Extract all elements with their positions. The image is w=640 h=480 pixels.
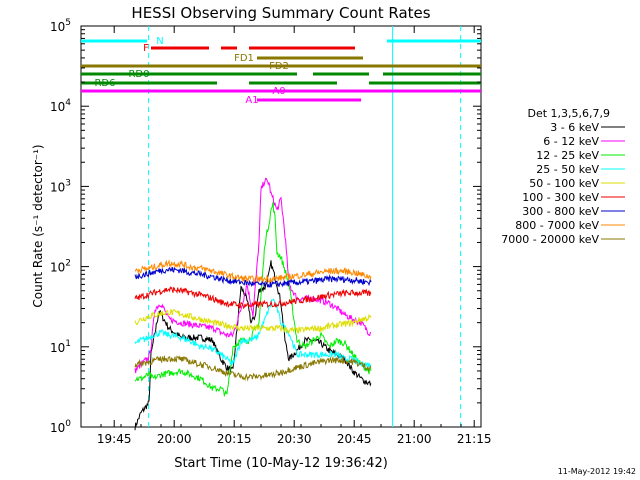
- legend-label-800-7000-kev: 800 - 7000 keV: [515, 219, 599, 232]
- y-tick-label: 103: [50, 178, 71, 194]
- flag-bar-fd2: FD2: [81, 61, 481, 72]
- legend-label-7000-20000-kev: 7000 - 20000 keV: [501, 233, 599, 246]
- legend-label-6-12-kev: 6 - 12 keV: [543, 135, 599, 148]
- series-line-800-7000-kev: [134, 259, 372, 283]
- legend-label-12-25-kev: 12 - 25 keV: [536, 149, 599, 162]
- flag-label-rd0: RD0: [128, 69, 149, 80]
- y-tick-label: 100: [50, 419, 71, 435]
- legend-title: Det 1,3,5,6,7,9: [527, 107, 610, 120]
- x-tick-label: 19:45: [97, 432, 132, 446]
- footer-date: 11-May-2012 19:42: [558, 467, 636, 476]
- y-tick-label: 105: [50, 18, 71, 34]
- x-axis-label: Start Time (10-May-12 19:36:42): [174, 456, 388, 471]
- flag-label-fd2: FD2: [269, 61, 289, 72]
- legend-label-300-800-kev: 300 - 800 keV: [522, 205, 599, 218]
- series-line-3-6-kev: [134, 260, 372, 431]
- flag-label-rd6: RD6: [94, 78, 115, 89]
- y-axis-label: Count Rate (s⁻¹ detector⁻¹): [31, 144, 45, 307]
- x-tick-label: 20:00: [157, 432, 192, 446]
- series-line-300-800-kev: [134, 266, 372, 288]
- flag-bar-rd6: RD6: [81, 78, 481, 89]
- flag-bar-a1: A1: [245, 95, 361, 106]
- legend-label-50-100-kev: 50 - 100 keV: [529, 177, 599, 190]
- observing-flags: NF FD1 FD2 RD0 RD6 A0 A1: [81, 36, 481, 106]
- x-tick-label: 21:00: [397, 432, 432, 446]
- series-line-12-25-kev: [134, 201, 372, 398]
- series-line-50-100-kev: [134, 308, 372, 334]
- flag-label-a1: A1: [245, 95, 258, 106]
- legend-label-3-6-kev: 3 - 6 keV: [550, 121, 599, 134]
- legend-label-25-50-kev: 25 - 50 keV: [536, 163, 599, 176]
- flag-bar-n: N: [81, 36, 481, 47]
- y-tick-label: 101: [50, 339, 71, 355]
- series-layer: [134, 177, 372, 431]
- series-line-100-300-kev: [134, 286, 372, 310]
- x-tick-label: 20:30: [277, 432, 312, 446]
- x-tick-label: 20:15: [217, 432, 252, 446]
- series-line-25-50-kev: [134, 298, 372, 369]
- x-tick-label: 20:45: [337, 432, 372, 446]
- y-tick-label: 102: [50, 259, 71, 275]
- time-markers: [148, 26, 462, 427]
- series-line-7000-20000-kev: [134, 355, 372, 382]
- y-tick-label: 104: [50, 98, 71, 114]
- flag-label-n: N: [156, 36, 163, 47]
- flag-bar-fd1: FD1: [234, 53, 363, 64]
- flag-label-a0: A0: [272, 86, 285, 97]
- x-tick-label: 21:15: [457, 432, 492, 446]
- series-line-6-12-kev: [134, 177, 372, 374]
- flag-label-fd1: FD1: [234, 53, 254, 64]
- flag-bar-a0: A0: [81, 86, 481, 97]
- flag-label-f: F: [143, 43, 149, 54]
- flag-bar-f: F: [143, 43, 355, 54]
- legend-label-100-300-kev: 100 - 300 keV: [522, 191, 599, 204]
- flag-bar-rd0: RD0: [81, 69, 481, 80]
- chart-title: HESSI Observing Summary Count Rates: [131, 4, 430, 22]
